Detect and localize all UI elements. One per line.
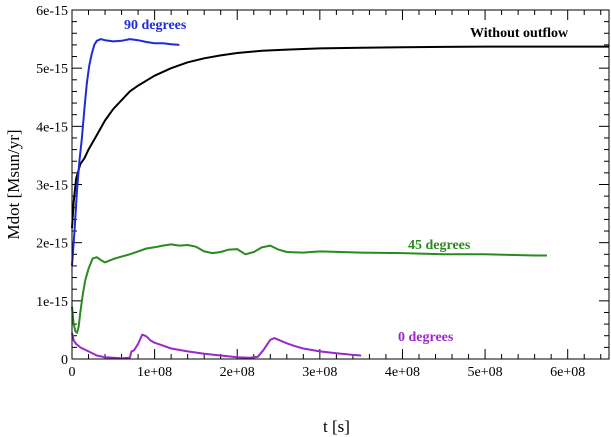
x-tick-label: 4e+08 (385, 365, 420, 380)
series-line-90-degrees (71, 38, 180, 266)
series-line-0-degrees (71, 332, 362, 360)
x-tick-label: 5e+08 (468, 365, 503, 380)
series-label-without-outflow: Without outflow (470, 26, 569, 41)
series-label-0-degrees: 0 degrees (398, 330, 454, 345)
y-tick-label: 0 (61, 353, 68, 368)
series-label-45-degrees: 45 degrees (408, 238, 471, 253)
axis-ticks (71, 9, 609, 360)
y-axis-label: Mdot [Msun/yr] (4, 129, 23, 239)
y-tick-label: 1e-15 (36, 295, 68, 310)
plot-frame (71, 9, 610, 360)
x-tick-label: 1e+08 (137, 365, 172, 380)
y-tick-label: 3e-15 (36, 179, 68, 194)
series-lines (71, 38, 609, 360)
y-tick-label: 2e-15 (36, 237, 68, 252)
y-tick-label: 4e-15 (36, 120, 68, 135)
x-tick-label: 0 (69, 365, 76, 380)
y-tick-label: 6e-15 (36, 4, 68, 19)
series-line-without-outflow (71, 45, 609, 229)
x-tick-label: 2e+08 (220, 365, 255, 380)
series-line-45-degrees (71, 243, 547, 334)
y-tick-label: 5e-15 (36, 62, 68, 77)
x-axis-label: t [s] (323, 417, 350, 436)
x-tick-label: 6e+08 (550, 365, 585, 380)
series-label-90-degrees: 90 degrees (124, 18, 187, 33)
x-tick-label: 3e+08 (302, 365, 337, 380)
series-labels: Without outflow 90 degrees 45 degrees 0 deg… (124, 18, 569, 345)
axis-tick-labels: 0 1e+08 2e+08 3e+08 4e+08 5e+08 6e+08 0 1e-15 2e-… (36, 4, 585, 380)
